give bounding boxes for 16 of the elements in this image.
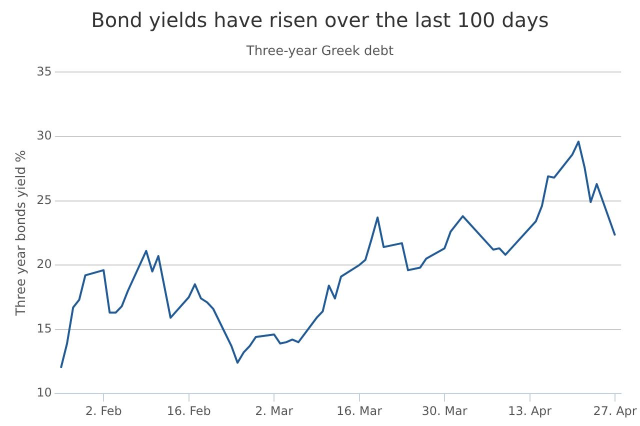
- x-tick-label: 16. Feb: [166, 404, 211, 418]
- x-tick-label: 2. Feb: [85, 404, 122, 418]
- y-tick-label: 30: [36, 128, 52, 143]
- y-tick-label: 20: [36, 257, 52, 272]
- chart-title: Bond yields have risen over the last 100 days: [90, 8, 550, 32]
- y-axis-title: Three year bonds yield %: [14, 150, 30, 317]
- y-tick-label: 35: [36, 64, 52, 78]
- x-tick-label: 30. Mar: [422, 404, 468, 418]
- y-tick-label: 10: [36, 386, 52, 400]
- y-tick-label: 25: [36, 192, 52, 207]
- chart-subtitle: Three-year Greek debt: [245, 44, 395, 59]
- y-tick-label: 15: [36, 321, 52, 336]
- x-tick-label: 27. Apr: [593, 404, 637, 418]
- x-tick-label: 16. Mar: [336, 404, 382, 418]
- x-tick-label: 13. Apr: [508, 404, 552, 418]
- x-tick-label: 2. Mar: [255, 404, 294, 418]
